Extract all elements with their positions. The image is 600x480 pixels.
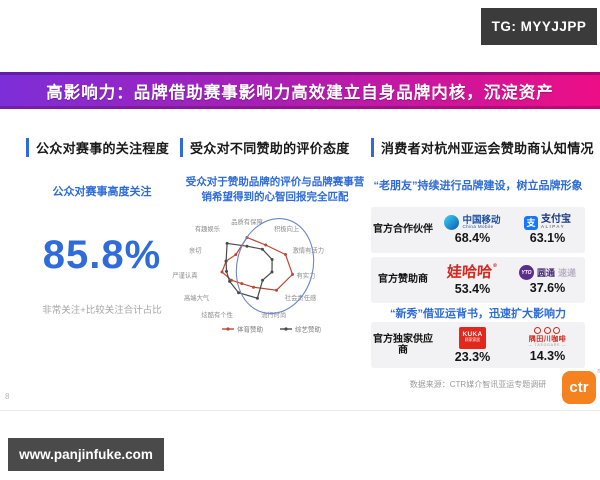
awareness-percent: 23.3%: [454, 349, 491, 364]
title-banner: 高影响力：品牌借助赛事影响力高效建立自身品牌内核，沉淀资产: [0, 72, 600, 109]
tasogare-rings-icon: [534, 327, 561, 335]
registered-mark: ®: [492, 263, 499, 270]
svg-text:激情有活力: 激情有活力: [293, 246, 324, 255]
evaluation-subtitle: 受众对于赞助品牌的评价与品牌赛事营 销希望得到的心智回报完全匹配: [180, 175, 370, 205]
tg-watermark: TG: MYYJJPP: [481, 8, 597, 45]
ctr-registered-mark: ®: [597, 369, 600, 375]
brand-name: 圆通: [536, 268, 555, 278]
evaluation-subtitle-line2: 销希望得到的心智回报完全匹配: [201, 191, 349, 203]
radar-chart: 品质有保障 积极向上 激情有活力 有实力 社会责任感 流行时尚 炫酷有个性 高端大气 严谨认真亲…: [172, 214, 372, 348]
alipay-icon: 支: [524, 215, 538, 230]
brand-yto: YTO 圆通 速递 37.6%: [510, 265, 585, 295]
svg-text:高端大气: 高端大气: [184, 293, 210, 302]
site-watermark-text: www.panjinfuke.com: [19, 447, 153, 462]
attention-header-text: 公众对赛事的关注程度: [36, 141, 170, 156]
section-evaluation: 受众对不同赞助的评价态度 受众对于赞助品牌的评价与品牌赛事营 销希望得到的心智回…: [180, 138, 370, 205]
brand-china-mobile: 中国移动 China Mobile 68.4%: [435, 215, 510, 245]
svg-text:品质有保障: 品质有保障: [231, 217, 263, 226]
brand-alipay: 支 支付宝 ALIPAY 63.1%: [510, 215, 585, 245]
svg-text:有实力: 有实力: [297, 270, 316, 279]
section-awareness: 消费者对杭州亚运会赞助商认知情况 “老朋友”持续进行品牌建设，树立品牌形象 官方…: [371, 138, 594, 368]
awareness-header-text: 消费者对杭州亚运会赞助商认知情况: [381, 141, 594, 156]
attention-value: 85.8%: [42, 233, 162, 277]
svg-text:积极向上: 积极向上: [274, 224, 299, 233]
svg-text:亲切: 亲切: [189, 246, 202, 255]
brand-name: 隅田川咖啡: [528, 335, 567, 343]
brand-kuka: KUKA 顾家家居 23.3%: [435, 326, 510, 364]
ctr-logo: ctr: [562, 371, 596, 404]
brand-subname: China Mobile: [462, 224, 494, 229]
evaluation-header-text: 受众对不同赞助的评价态度: [190, 141, 350, 156]
awareness-percent: 63.1%: [529, 230, 566, 245]
brand-tasogare: 隅田川咖啡 — TASOGARE — 14.3%: [510, 327, 585, 363]
header-accent-bar: [26, 138, 29, 157]
page-number: 8: [5, 392, 10, 401]
sponsor-tier-label: 官方独家供应商: [373, 333, 433, 357]
brand-subname: 速递: [558, 268, 577, 278]
section-attention: 公众对赛事的关注程度 公众对赛事高度关注 85.8% 非常关注+比较关注合计占比: [26, 138, 178, 316]
header-accent-bar: [371, 138, 374, 157]
awareness-subtitle-new: “新秀”借亚运背书，迅速扩大影响力: [390, 308, 566, 320]
header-accent-bar: [180, 138, 183, 157]
wahaha-logo-text: 娃哈哈: [446, 263, 494, 282]
awareness-percent: 68.4%: [454, 231, 491, 245]
kuka-logo-subtext: 顾家家居: [464, 338, 481, 343]
brand-name: 中国移动: [462, 214, 501, 226]
awareness-percent: 37.6%: [529, 281, 566, 295]
china-mobile-icon: [444, 215, 460, 230]
evaluation-subtitle-line1: 受众对于赞助品牌的评价与品牌赛事营: [185, 176, 365, 188]
svg-text:体育赞助: 体育赞助: [237, 325, 264, 334]
brand-subname: ALIPAY: [541, 224, 566, 230]
site-watermark: www.panjinfuke.com: [8, 438, 164, 471]
attention-header: 公众对赛事的关注程度: [26, 138, 178, 157]
yto-icon: YTO: [518, 265, 534, 280]
data-source-note: 数据来源：CTR媒介智讯亚运专题调研: [409, 380, 547, 389]
banner-title: 高影响力：品牌借助赛事影响力高效建立自身品牌内核，沉淀资产: [46, 83, 554, 102]
svg-text:炫酷有个性: 炫酷有个性: [201, 310, 232, 319]
svg-text:流行时尚: 流行时尚: [261, 310, 286, 319]
awareness-subtitle-old: “老朋友”持续进行品牌建设，树立品牌形象: [373, 180, 583, 192]
kuka-logo-text: KUKA: [462, 330, 483, 338]
svg-text:综艺赞助: 综艺赞助: [295, 325, 322, 334]
slide-bottom-edge: [0, 410, 600, 411]
sponsor-tier-label: 官方合作伙伴: [373, 224, 433, 236]
sponsor-row-sponsors: 官方赞助商 娃哈哈® 53.4% YTO 圆通 速递 37.6%: [371, 257, 585, 303]
kuka-icon: KUKA 顾家家居: [459, 326, 486, 349]
attention-caption: 非常关注+比较关注合计占比: [42, 305, 162, 316]
evaluation-header: 受众对不同赞助的评价态度: [180, 138, 370, 157]
brand-subname: — TASOGARE —: [528, 343, 567, 348]
radar-chart-svg: 品质有保障积极向上激情有活力有实力社会责任感流行时尚炫酷有个性高端大气严谨认真亲…: [172, 217, 324, 334]
awareness-percent: 53.4%: [454, 281, 491, 296]
svg-text:有趣娱乐: 有趣娱乐: [195, 224, 221, 233]
awareness-header: 消费者对杭州亚运会赞助商认知情况: [371, 138, 594, 157]
brand-wahaha: 娃哈哈® 53.4%: [435, 263, 510, 296]
sponsor-row-partners: 官方合作伙伴 中国移动 China Mobile 68.4% 支 支付宝 ALI…: [371, 207, 585, 253]
tg-watermark-text: TG: MYYJJPP: [491, 19, 587, 34]
sponsor-tier-label: 官方赞助商: [378, 274, 428, 286]
attention-subtitle: 公众对赛事高度关注: [52, 186, 152, 198]
sponsor-row-suppliers: 官方独家供应商 KUKA 顾家家居 23.3% 隅田川咖啡 — TASOGARE…: [371, 322, 585, 368]
svg-text:严谨认真: 严谨认真: [172, 270, 197, 279]
awareness-percent: 14.3%: [529, 348, 566, 363]
brand-name: 支付宝: [541, 214, 571, 226]
